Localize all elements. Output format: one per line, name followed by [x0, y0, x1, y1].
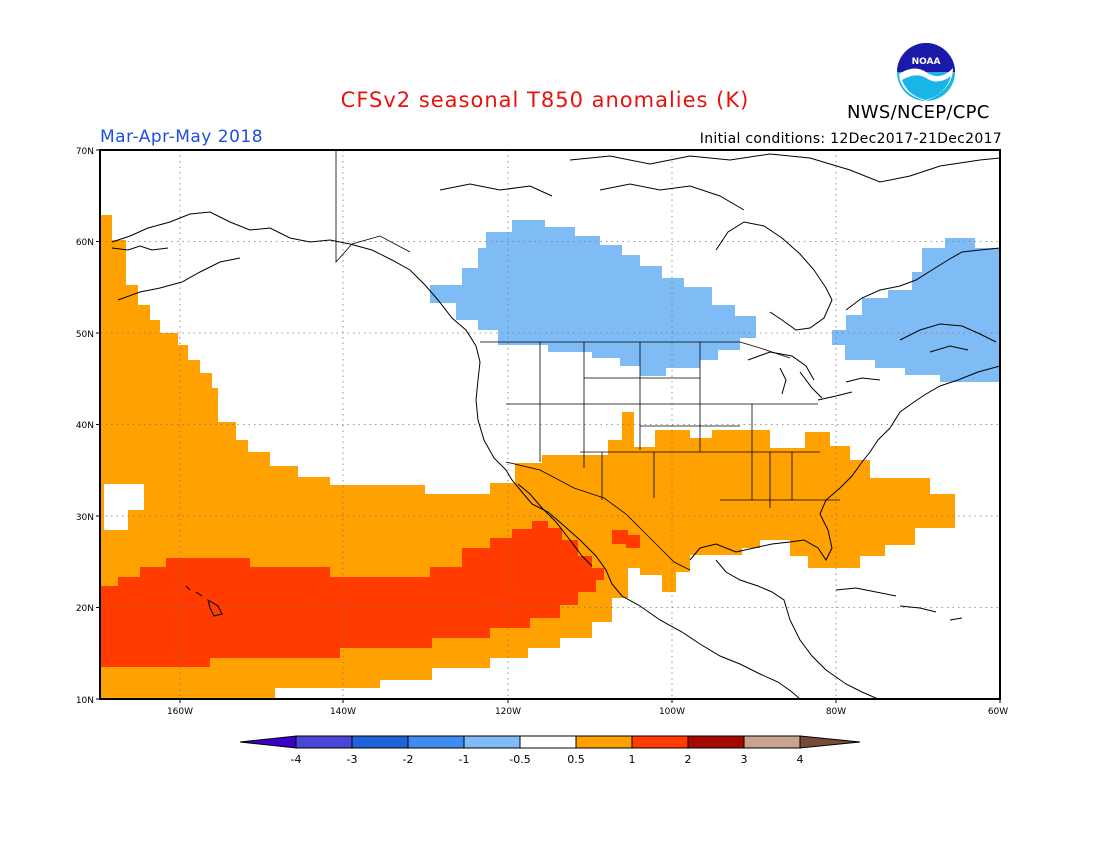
colorbar-label: 4	[797, 753, 804, 766]
colorbar-box	[463, 735, 521, 749]
lat-label: 20N	[76, 604, 94, 614]
lon-label: 100W	[659, 707, 685, 717]
colorbar-box	[575, 735, 633, 749]
axis-ticks	[96, 149, 1001, 703]
colorbar-upper-arrow	[799, 735, 861, 749]
colorbar-labels: -4 -3 -2 -1 -0.5 0.5 1 2 3 4	[291, 753, 804, 766]
initial-conditions: Initial conditions: 12Dec2017-21Dec2017	[699, 131, 1002, 147]
colorbar-label: -3	[347, 753, 358, 766]
colorbar-box	[351, 735, 409, 749]
latitude-labels: 10N 20N 30N 40N 50N 60N 70N	[76, 147, 94, 706]
colorbar-label: -1	[459, 753, 470, 766]
colorbar-box	[519, 735, 577, 749]
noaa-logo-icon: NOAA	[897, 43, 955, 101]
lon-label: 80W	[826, 707, 846, 717]
colorbar-label: 3	[741, 753, 748, 766]
anomaly-region-positive-medium	[100, 521, 604, 667]
chart-title: CFSv2 seasonal T850 anomalies (K)	[340, 88, 750, 112]
colorbar-box	[687, 735, 745, 749]
colorbar-label: 0.5	[567, 753, 585, 766]
colorbar-box	[407, 735, 465, 749]
colorbar-lower-arrow	[239, 735, 297, 749]
colorbar-box	[295, 735, 353, 749]
colorbar-label: 2	[685, 753, 692, 766]
lat-label: 60N	[76, 238, 94, 248]
forecast-period: Mar-Apr-May 2018	[100, 127, 264, 147]
lon-label: 160W	[167, 707, 193, 717]
colorbar-box	[743, 735, 801, 749]
anomaly-fields	[100, 215, 1000, 699]
anomaly-region-negative-west	[430, 220, 756, 376]
map-gridlines	[100, 150, 1000, 699]
lat-label: 50N	[76, 330, 94, 340]
anomaly-region-negative-east	[832, 238, 1000, 382]
lat-label: 40N	[76, 421, 94, 431]
lon-label: 60W	[988, 707, 1008, 717]
colorbar-label: 1	[629, 753, 636, 766]
political-boundaries	[335, 150, 840, 571]
colorbar-label: -0.5	[509, 753, 530, 766]
colorbar-label: -2	[403, 753, 414, 766]
lat-label: 10N	[76, 696, 94, 706]
colorbar-box	[631, 735, 689, 749]
agency-label: NWS/NCEP/CPC	[847, 102, 990, 123]
lon-label: 140W	[330, 707, 356, 717]
longitude-labels: 160W 140W 120W 100W 80W 60W	[167, 707, 1008, 717]
lat-label: 30N	[76, 513, 94, 523]
lon-label: 120W	[495, 707, 521, 717]
colorbar-label: -4	[291, 753, 302, 766]
colorbar	[239, 735, 861, 749]
logo-text: NOAA	[912, 57, 941, 67]
lat-label: 70N	[76, 147, 94, 157]
